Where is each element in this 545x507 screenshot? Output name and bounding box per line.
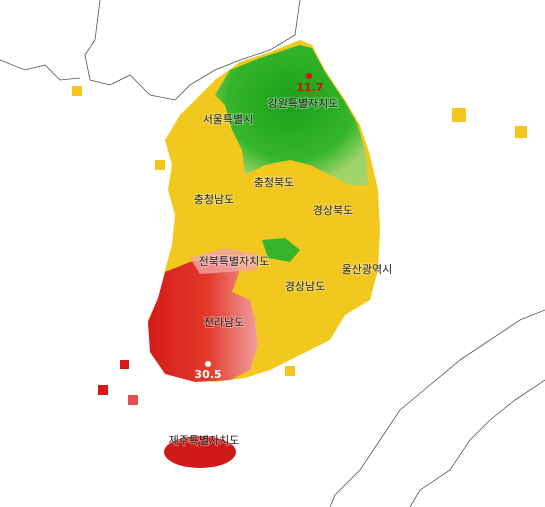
area-cool <box>215 45 368 185</box>
island <box>72 86 82 96</box>
island <box>128 395 138 405</box>
marker-dot <box>205 361 211 367</box>
island <box>452 108 466 122</box>
island <box>285 366 295 376</box>
island <box>515 126 527 138</box>
island <box>155 160 165 170</box>
coastline <box>84 0 301 101</box>
island <box>120 360 129 369</box>
region-label: 울산광역시 <box>342 263 393 276</box>
marker-dot <box>306 73 312 79</box>
island <box>98 385 108 395</box>
region-label: 강원특별자치도 <box>268 97 339 110</box>
region-label: 경상남도 <box>285 280 325 293</box>
marker-value: 11.7 <box>296 81 323 94</box>
area-warm <box>190 248 260 274</box>
region-label: 경상북도 <box>313 204 353 217</box>
coastline <box>0 59 81 81</box>
area-cool <box>262 238 300 262</box>
region-label: 서울특별시 <box>203 113 254 126</box>
marker-value: 30.5 <box>194 368 221 381</box>
region-label: 충청북도 <box>254 176 294 189</box>
region-label: 충청남도 <box>194 193 234 206</box>
region-label: 제주특별자치도 <box>169 434 240 447</box>
island <box>164 436 236 468</box>
region-label: 전라남도 <box>204 316 244 329</box>
coastline <box>329 309 545 507</box>
area-hot <box>148 255 258 382</box>
region-label: 전북특별자치도 <box>199 255 270 268</box>
coastline <box>409 379 545 507</box>
